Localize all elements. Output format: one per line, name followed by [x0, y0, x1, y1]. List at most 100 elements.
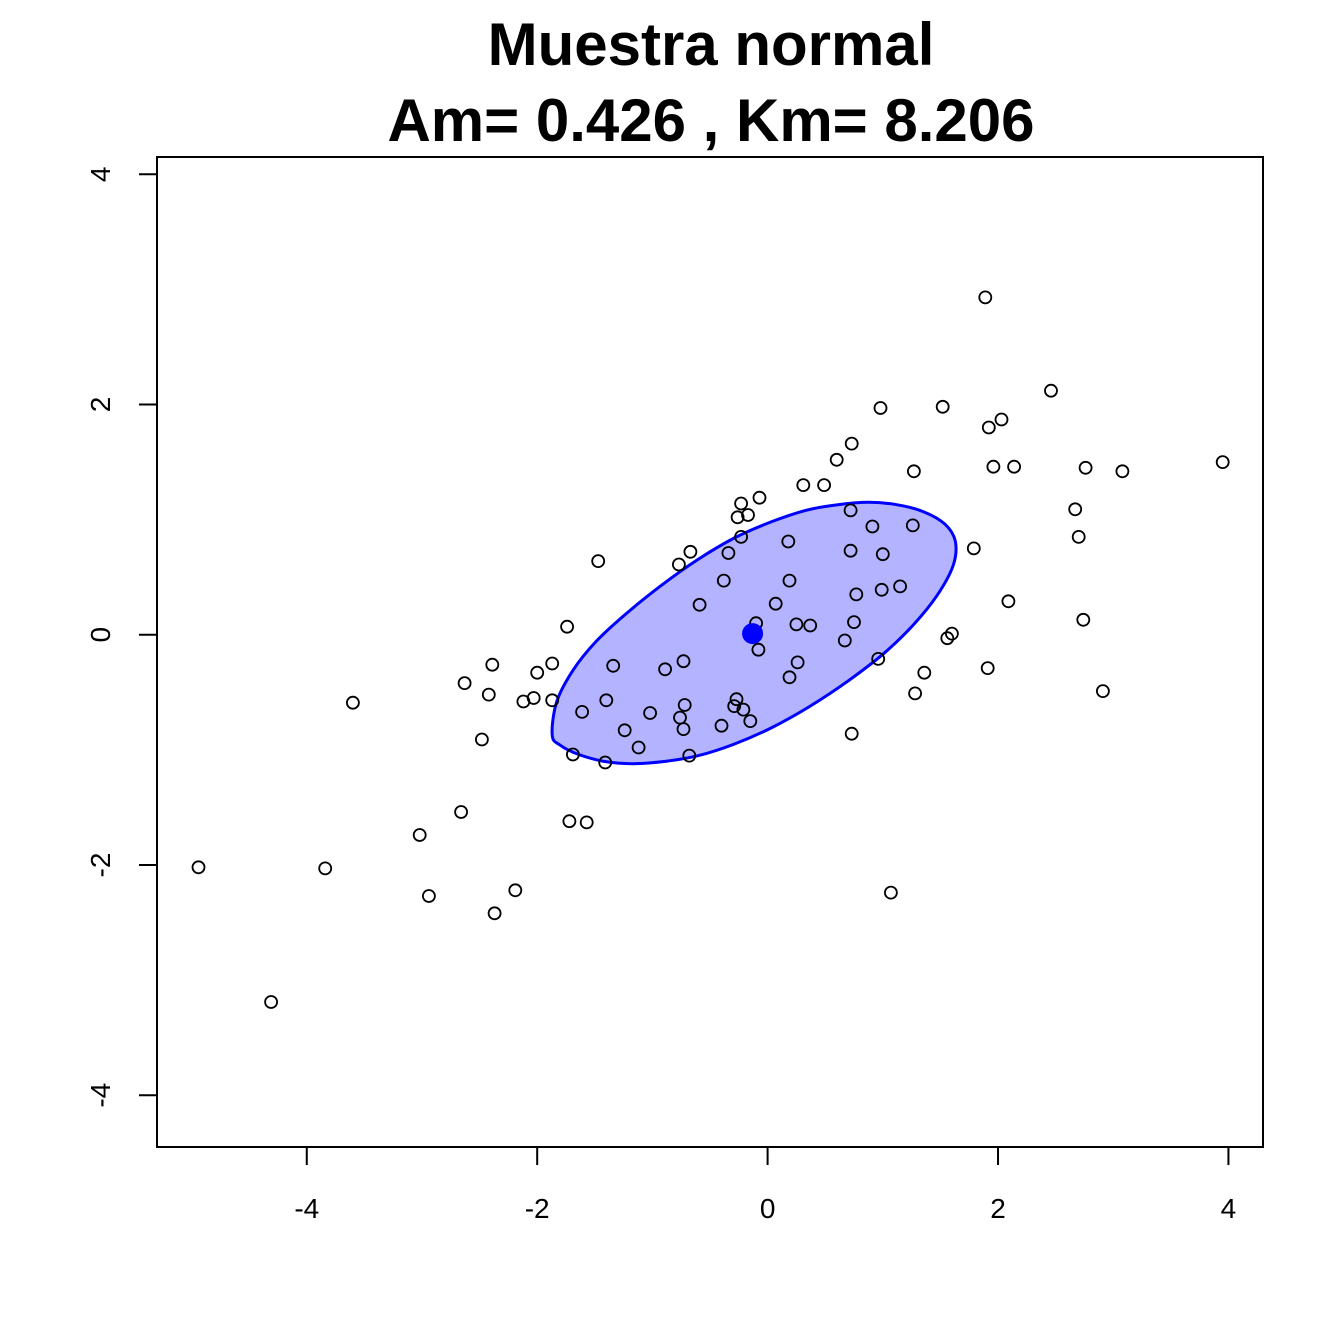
data-point [768, 596, 783, 611]
data-point [981, 420, 996, 435]
data-point [751, 642, 766, 657]
y-tick-label: -2 [85, 853, 116, 878]
center-point [742, 623, 764, 645]
data-point [994, 412, 1009, 427]
x-tick-label: 0 [760, 1193, 776, 1224]
data-point [454, 805, 469, 819]
y-tick-label: 2 [85, 397, 116, 413]
data-point [658, 662, 672, 677]
data-point [1215, 455, 1230, 470]
data-point [716, 573, 731, 588]
data-point [672, 557, 686, 572]
data-point [935, 399, 950, 414]
data-point [782, 670, 797, 685]
x-tick-label: 4 [1221, 1193, 1237, 1224]
data-point [917, 665, 932, 680]
data-point [606, 658, 621, 673]
data-point [599, 693, 614, 708]
data-point [345, 695, 360, 710]
data-point [1076, 612, 1091, 627]
data-point [481, 687, 496, 702]
data-point [945, 626, 959, 641]
data-point [871, 652, 886, 666]
data-point [1078, 460, 1093, 475]
data-point [562, 814, 577, 829]
data-point [844, 726, 859, 741]
data-point [966, 541, 981, 556]
data-point [789, 617, 804, 632]
data-point [677, 698, 692, 712]
data-point [908, 686, 922, 701]
data-point [579, 815, 594, 830]
data-point [741, 508, 755, 522]
y-tick-label: 0 [85, 627, 116, 643]
data-point [790, 655, 805, 670]
y-axis: -4 -2 0 2 4 [85, 167, 158, 1108]
data-point [566, 747, 580, 762]
data-point [545, 656, 560, 671]
data-point [980, 661, 995, 675]
data-point [829, 452, 844, 467]
data-point [591, 554, 606, 568]
data-point [907, 464, 921, 479]
chart-subtitle: Am= 0.426 , Km= 8.206 [387, 87, 1034, 154]
data-point [487, 906, 502, 921]
data-point [734, 530, 748, 544]
data-point [873, 401, 888, 415]
center-point-layer [742, 623, 764, 645]
data-point [412, 828, 427, 842]
data-point [844, 436, 859, 451]
data-point [978, 290, 993, 305]
data-point [1044, 383, 1058, 398]
data-point [1096, 684, 1110, 698]
data-point [781, 534, 796, 549]
x-tick-label: 2 [990, 1193, 1006, 1224]
data-point [545, 693, 560, 708]
data-point [1071, 530, 1086, 544]
data-point [721, 546, 736, 560]
data-point [817, 478, 831, 493]
data-point [1007, 459, 1021, 474]
data-point [729, 692, 744, 707]
data-point [474, 732, 489, 747]
data-point [843, 503, 858, 518]
data-point [752, 490, 767, 505]
data-point [865, 519, 880, 534]
data-point [516, 694, 531, 709]
data-point [837, 633, 852, 648]
data-point [457, 676, 472, 690]
data-point [893, 579, 907, 594]
y-tick-label: -4 [85, 1083, 116, 1108]
data-point [884, 885, 898, 900]
data-point [1068, 502, 1083, 517]
data-point [692, 597, 707, 612]
data-points-layer [191, 290, 1230, 1009]
chart-title: Muestra normal [488, 11, 935, 78]
data-point [875, 547, 890, 562]
data-point [643, 706, 657, 720]
data-point [676, 722, 691, 736]
data-point [940, 631, 955, 646]
data-point [683, 544, 698, 559]
data-point [530, 665, 545, 680]
y-tick-label: 4 [85, 167, 116, 183]
data-point [849, 587, 864, 602]
data-point [796, 478, 811, 493]
data-point [730, 510, 745, 525]
data-point [421, 889, 436, 903]
data-point [736, 702, 751, 717]
data-point [1115, 464, 1130, 479]
data-point [743, 714, 758, 728]
data-point [714, 718, 729, 733]
data-point [631, 740, 646, 755]
data-point [575, 705, 589, 719]
data-point [264, 995, 279, 1009]
data-point [782, 573, 797, 588]
data-point [1001, 594, 1016, 609]
data-point [318, 861, 333, 876]
data-point [727, 699, 742, 713]
data-point [803, 618, 818, 633]
data-point [843, 543, 858, 558]
x-tick-label: -4 [294, 1193, 319, 1224]
